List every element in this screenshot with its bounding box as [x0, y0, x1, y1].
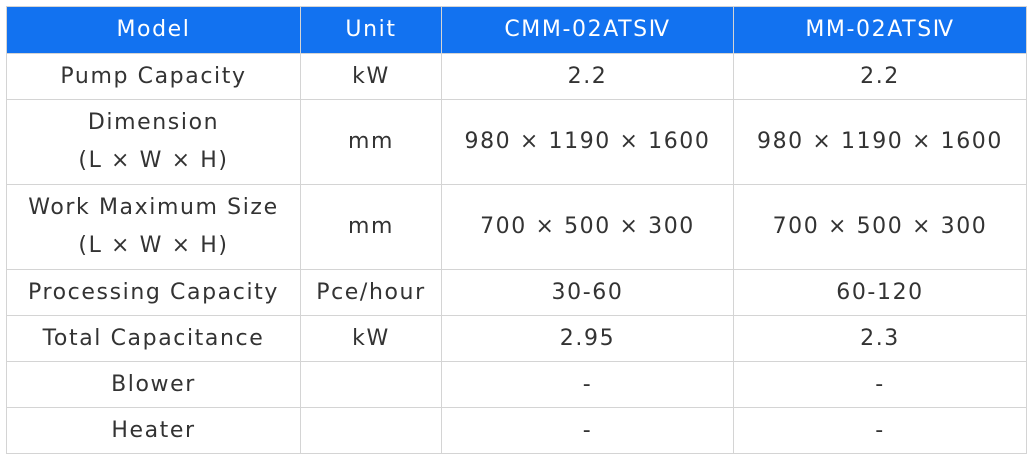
unit-cell [300, 361, 442, 408]
row-label: Heater [6, 407, 301, 454]
row-label: Blower [6, 361, 301, 408]
table-row: Total Capacitance kW 2.95 2.3 [6, 315, 1027, 362]
table-row: Blower - - [6, 361, 1027, 408]
value-cell: 2.95 [441, 315, 734, 362]
table-row: Processing Capacity Pce/hour 30-60 60-120 [6, 269, 1027, 316]
value-cell: - [733, 361, 1027, 408]
row-label-line: Pump Capacity [60, 63, 247, 89]
row-label-line: Processing Capacity [27, 279, 279, 305]
value-cell: 980 × 1190 × 1600 [733, 99, 1027, 185]
value-cell: - [441, 361, 734, 408]
row-label-line: Heater [111, 417, 196, 443]
table-row: Pump Capacity kW 2.2 2.2 [6, 53, 1027, 100]
unit-cell: kW [300, 53, 442, 100]
value-cell: 30-60 [441, 269, 734, 316]
row-label-line: (L × W × H) [78, 233, 229, 258]
row-label-line: Blower [111, 371, 196, 397]
unit-cell: kW [300, 315, 442, 362]
value-cell: 980 × 1190 × 1600 [441, 99, 734, 185]
row-label: Work Maximum Size (L × W × H) [6, 184, 301, 270]
row-label-line: Total Capacitance [42, 325, 265, 351]
row-label-line: Dimension [87, 110, 220, 135]
value-cell: 2.3 [733, 315, 1027, 362]
table-row: Work Maximum Size (L × W × H) mm 700 × 500 … [6, 184, 1027, 270]
value-cell: 2.2 [441, 53, 734, 100]
row-label-line: (L × W × H) [78, 148, 229, 173]
header-cmm-02atsiv: CMM-02ATSⅣ [441, 6, 734, 54]
value-cell: 700 × 500 × 300 [441, 184, 734, 270]
value-cell: - [733, 407, 1027, 454]
table-row: Dimension (L × W × H) mm 980 × 1190 × 1600 9… [6, 99, 1027, 185]
row-label: Dimension (L × W × H) [6, 99, 301, 185]
row-label: Total Capacitance [6, 315, 301, 362]
header-unit: Unit [300, 6, 442, 54]
value-cell: 2.2 [733, 53, 1027, 100]
header-row: Model Unit CMM-02ATSⅣ MM-02ATSⅣ [6, 6, 1027, 54]
value-cell: 60-120 [733, 269, 1027, 316]
unit-cell [300, 407, 442, 454]
unit-cell: mm [300, 184, 442, 270]
row-label: Processing Capacity [6, 269, 301, 316]
header-mm-02atsiv: MM-02ATSⅣ [733, 6, 1027, 54]
table-row: Heater - - [6, 407, 1027, 454]
spec-table: Model Unit CMM-02ATSⅣ MM-02ATSⅣ Pump Cap… [6, 6, 1027, 454]
value-cell: - [441, 407, 734, 454]
unit-cell: Pce/hour [300, 269, 442, 316]
row-label-line: Work Maximum Size [28, 195, 279, 220]
row-label: Pump Capacity [6, 53, 301, 100]
value-cell: 700 × 500 × 300 [733, 184, 1027, 270]
header-model: Model [6, 6, 301, 54]
unit-cell: mm [300, 99, 442, 185]
